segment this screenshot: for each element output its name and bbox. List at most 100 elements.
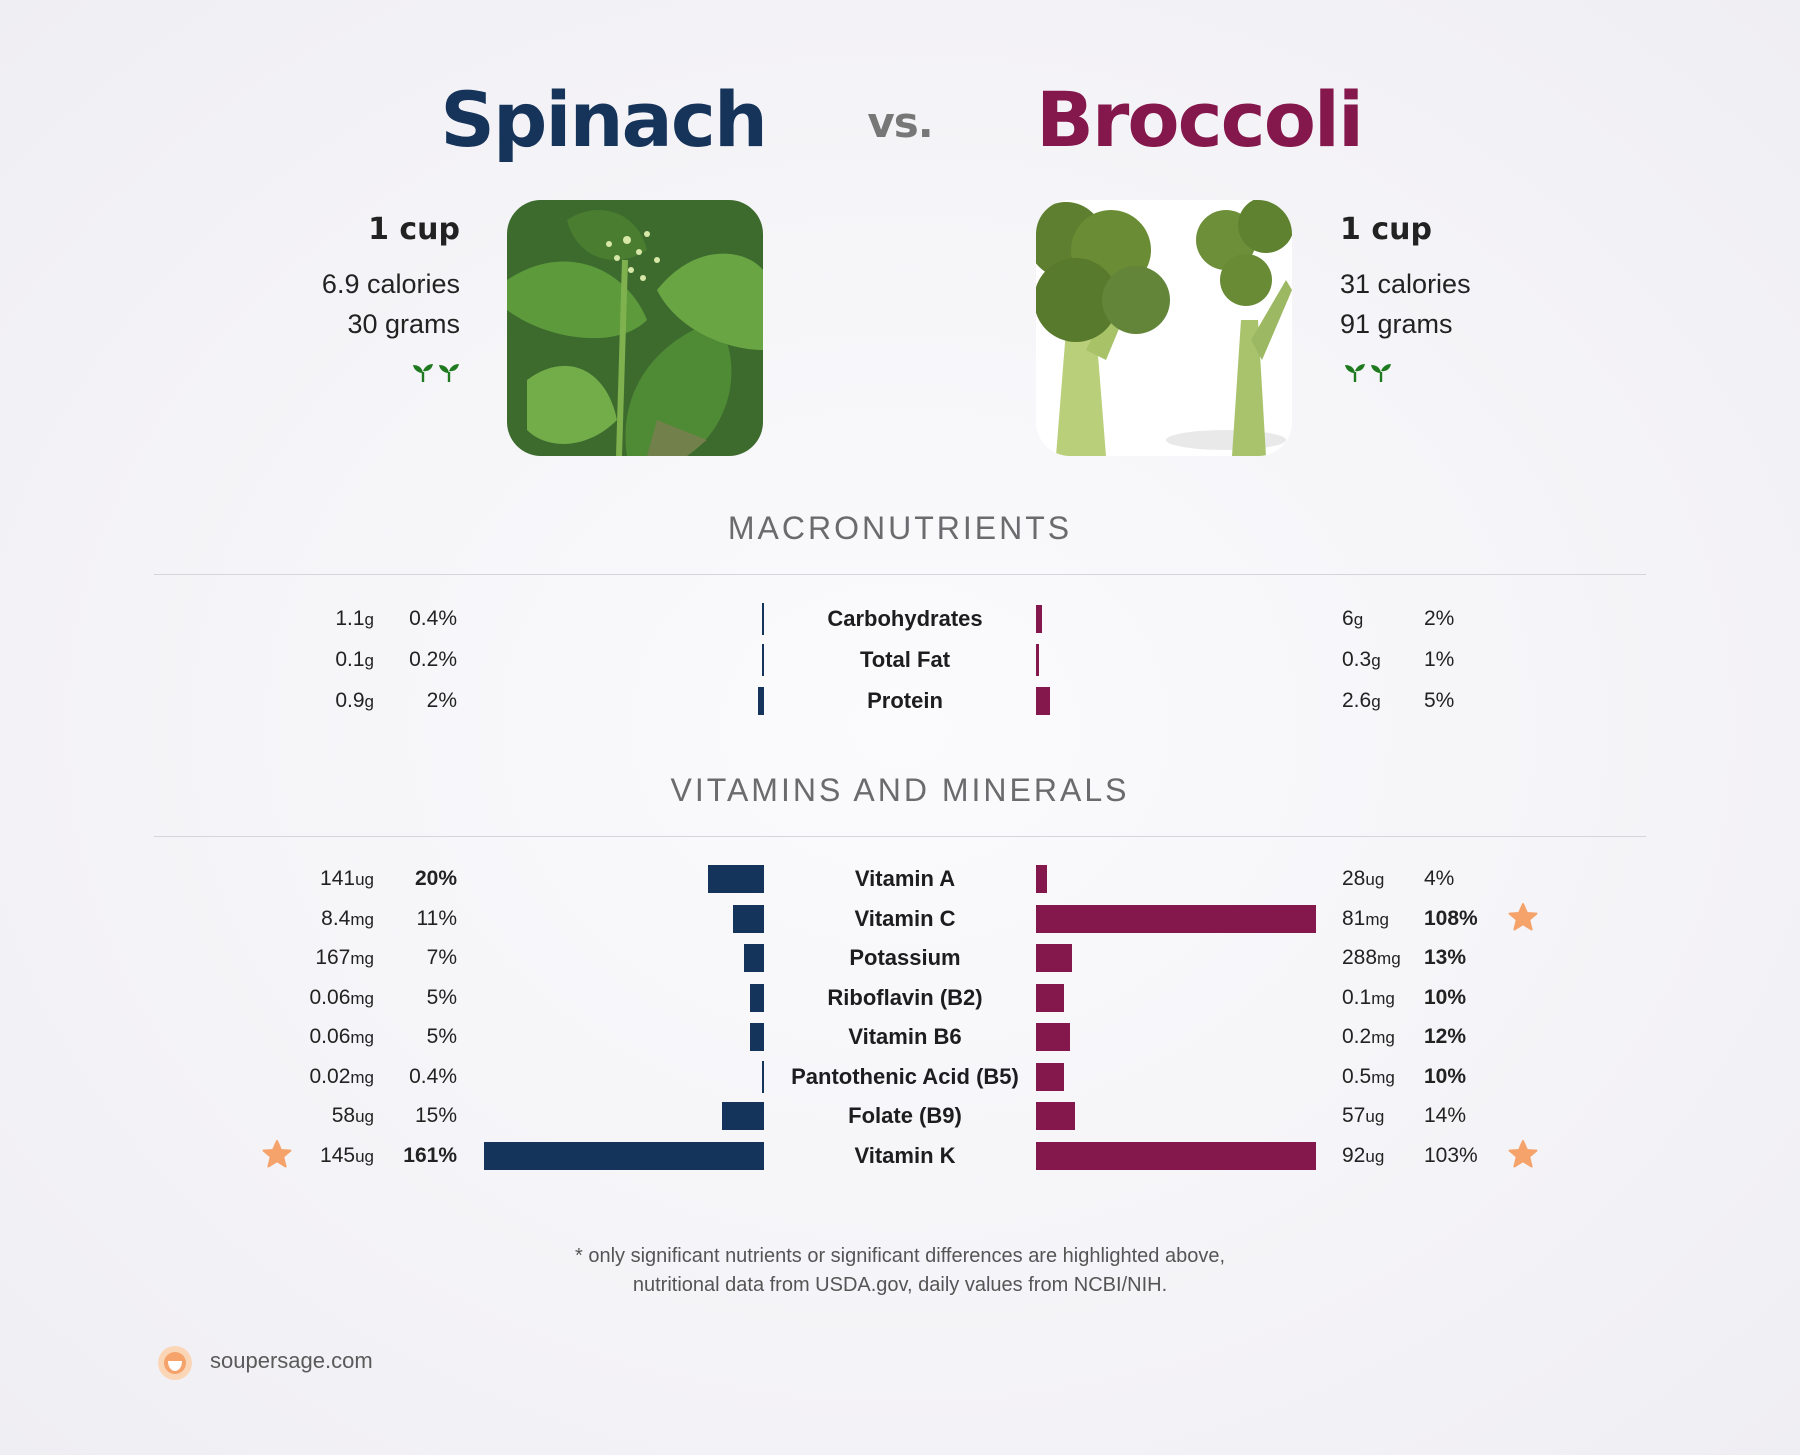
sprout-icon [438,354,460,394]
left-amount: 8.4mg [321,906,374,930]
nutrient-name: Vitamin K [854,1142,956,1168]
left-bar [750,1023,764,1051]
left-bar [733,904,764,933]
left-daily-value: 0.4% [409,1064,457,1088]
right-daily-value: 2% [1424,607,1455,630]
left-daily-value: 7% [426,946,457,969]
right-amount: 81mg [1342,906,1389,930]
left-amount: 58ug [331,1104,374,1127]
nutrient-name: Pantothenic Acid (B5) [791,1063,1019,1089]
right-food-title: Broccoli [1036,75,1364,164]
right-bar [1036,1141,1316,1170]
left-serving: 1 cup [368,212,460,247]
star-icon [262,1139,292,1181]
nutrient-name: Total Fat [859,647,951,672]
left-bar [484,1141,764,1170]
left-bar [762,644,764,676]
nutrient-row: 0.06mg 5% Vitamin B6 0.2mg 12% [0,1019,1800,1055]
right-amount: 28ug [1342,867,1385,890]
left-amount: 0.1g [335,648,374,671]
left-daily-value: 5% [426,985,457,1009]
nutrient-row: 145ug 161% Vitamin K 92ug 103% [0,1138,1800,1174]
nutrient-name: Vitamin C [854,905,956,931]
left-amount: 0.02mg [309,1064,375,1088]
sprout-icon [412,354,434,394]
left-bar [708,865,764,893]
macronutrients-heading: MACRONUTRIENTS [727,510,1073,546]
left-amount: 167mg [315,946,374,969]
nutrient-name: Protein [867,688,943,713]
brand-text[interactable]: soupersage.com [210,1348,373,1373]
left-daily-value: 20% [414,867,457,890]
star-icon [1508,902,1538,944]
right-bar [1036,644,1039,676]
soupersage-logo-icon [158,1346,192,1380]
right-daily-value: 14% [1424,1104,1467,1127]
vs-label: vs. [867,98,933,147]
right-daily-value: 10% [1424,1064,1467,1088]
right-daily-value: 103% [1424,1143,1478,1167]
vitamins-heading: VITAMINS AND MINERALS [670,772,1130,808]
left-calories: 6.9 calories [321,269,460,299]
sprout-icon [1370,354,1392,394]
nutrient-row: 141ug 20% Vitamin A 28ug 4% [0,861,1800,897]
right-amount: 2.6g [1342,689,1381,712]
right-bar [1036,1023,1070,1051]
left-sprouts [322,354,460,382]
right-bar [1036,904,1316,933]
footnote-line-1: * only significant nutrients or signific… [574,1245,1226,1267]
left-daily-value: 0.4% [409,607,457,630]
right-grams: 91 grams [1340,309,1453,339]
left-daily-value: 15% [414,1104,457,1127]
star-icon [1508,1139,1538,1181]
right-daily-value: 12% [1424,1025,1467,1048]
right-amount: 0.1mg [1342,985,1395,1009]
right-bar [1036,605,1042,633]
nutrient-name: Riboflavin (B2) [827,984,983,1010]
nutrient-name: Vitamin A [854,866,956,891]
nutrient-name: Folate (B9) [848,1103,962,1128]
nutrient-row: 0.9g 2% Protein 2.6g 5% [0,683,1800,719]
sprout-icon [1344,354,1366,394]
footnote-line-2: nutritional data from USDA.gov, daily va… [632,1274,1168,1296]
nutrient-row: 0.1g 0.2% Total Fat 0.3g 1% [0,642,1800,678]
nutrient-row: 1.1g 0.4% Carbohydrates 6g 2% [0,601,1800,637]
right-daily-value: 108% [1424,906,1478,930]
footnote: * only significant nutrients or signific… [0,1242,1800,1300]
left-amount: 141ug [320,867,374,890]
left-daily-value: 11% [416,906,457,930]
left-bar [744,944,764,972]
left-daily-value: 161% [403,1143,457,1167]
right-sprouts [1340,354,1471,382]
right-amount: 0.2mg [1342,1025,1395,1048]
right-amount: 6g [1342,607,1364,630]
divider [154,836,1646,837]
right-daily-value: 4% [1424,867,1455,890]
nutrient-row: 0.02mg 0.4% Pantothenic Acid (B5) 0.5mg 10% [0,1059,1800,1095]
left-amount: 0.06mg [309,985,375,1009]
nutrient-row: 8.4mg 11% Vitamin C 81mg 108% [0,901,1800,937]
left-bar [758,687,764,715]
right-amount: 57ug [1342,1104,1385,1127]
right-daily-value: 5% [1424,689,1455,712]
left-daily-value: 5% [426,1025,457,1048]
left-food-title: Spinach [440,75,768,164]
nutrient-name: Vitamin B6 [848,1024,962,1049]
right-daily-value: 1% [1424,648,1455,671]
right-food-info: 1 cup 31 calories 91 grams [1340,210,1471,382]
left-bar [722,1102,764,1130]
right-calories: 31 calories [1340,269,1471,299]
left-amount: 145ug [320,1143,374,1167]
right-bar [1036,1062,1064,1091]
left-bar [762,603,764,635]
nutrient-name: Potassium [849,945,961,970]
divider [154,574,1646,575]
nutrient-row: 167mg 7% Potassium 288mg 13% [0,940,1800,976]
spinach-photo [507,200,763,456]
right-bar [1036,944,1073,972]
left-bar [750,983,764,1012]
right-amount: 288mg [1342,946,1401,969]
right-daily-value: 10% [1424,985,1467,1009]
right-amount: 0.3g [1342,648,1381,671]
nutrient-name: Carbohydrates [827,606,983,631]
